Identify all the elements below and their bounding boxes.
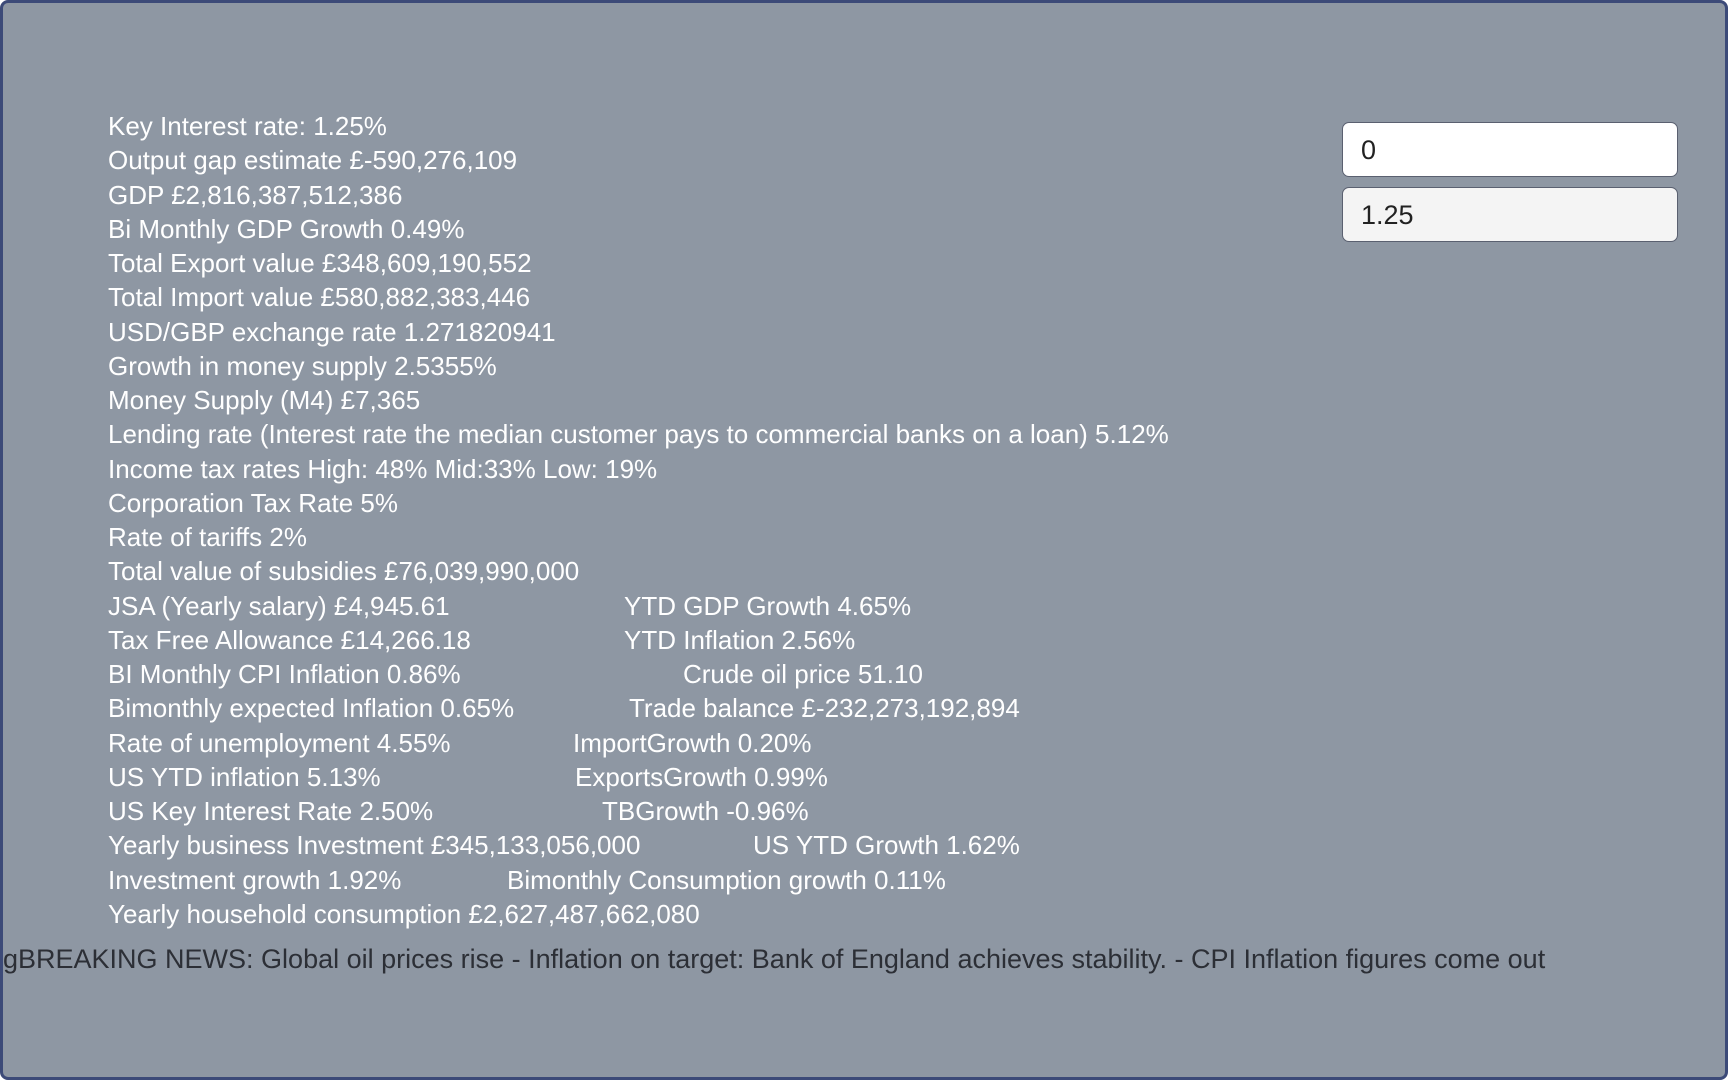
stat-line: Total Export value £348,609,190,552 [108, 248, 532, 278]
stat-line: GDP £2,816,387,512,386 [108, 179, 403, 210]
stat-line: Bi Monthly GDP Growth 0.49% [108, 213, 465, 244]
stat-line: Rate of unemployment 4.55% [108, 727, 451, 758]
stat-line: Income tax rates High: 48% Mid:33% Low: … [108, 453, 658, 484]
stat-line: TBGrowth -0.96% [602, 796, 809, 826]
stat-line: ImportGrowth 0.20% [573, 727, 812, 758]
stat-line: BI Monthly CPI Inflation 0.86% [108, 659, 461, 689]
rate-input[interactable]: 1.25 [1342, 187, 1678, 242]
stat-line: US YTD inflation 5.13% [108, 761, 381, 792]
stat-line: Total value of subsidies £76,039,990,000 [108, 556, 580, 587]
stat-line: Investment growth 1.92% [108, 864, 402, 895]
stat-line: Bimonthly Consumption growth 0.11% [507, 864, 946, 895]
stat-line: Growth in money supply 2.5355% [108, 350, 497, 381]
stat-line: ExportsGrowth 0.99% [575, 761, 828, 792]
stat-line: Tax Free Allowance £14,266.18 [108, 624, 471, 655]
news-ticker: gBREAKING NEWS: Global oil prices rise -… [3, 944, 1546, 974]
stat-line: Corporation Tax Rate 5% [108, 487, 399, 518]
stat-line: Lending rate (Interest rate the median c… [108, 419, 1169, 450]
stat-line: US YTD Growth 1.62% [753, 830, 1020, 861]
stat-line: Total Import value £580,882,383,446 [108, 282, 531, 313]
stat-line: Bimonthly expected Inflation 0.65% [108, 693, 515, 724]
stat-line: US Key Interest Rate 2.50% [108, 796, 434, 826]
stat-line: Yearly household consumption £2,627,487,… [108, 898, 700, 929]
stat-line: Yearly business Investment £345,133,056,… [108, 830, 641, 861]
stat-line: Output gap estimate £-590,276,109 [108, 145, 518, 176]
stat-line: Key Interest rate: 1.25% [108, 111, 387, 141]
stat-line: YTD Inflation 2.56% [624, 624, 856, 655]
stat-line: USD/GBP exchange rate 1.271820941 [108, 316, 556, 347]
stat-line: Rate of tariffs 2% [108, 522, 307, 552]
stat-line: YTD GDP Growth 4.65% [624, 590, 912, 621]
stat-line: Money Supply (M4) £7,365 [108, 385, 421, 415]
stat-line: JSA (Yearly salary) £4,945.61 [108, 590, 450, 621]
stat-line: Trade balance £-232,273,192,894 [629, 693, 1020, 724]
stat-line: Crude oil price 51.10 [683, 659, 923, 689]
rate-input[interactable]: 0 [1342, 122, 1678, 177]
